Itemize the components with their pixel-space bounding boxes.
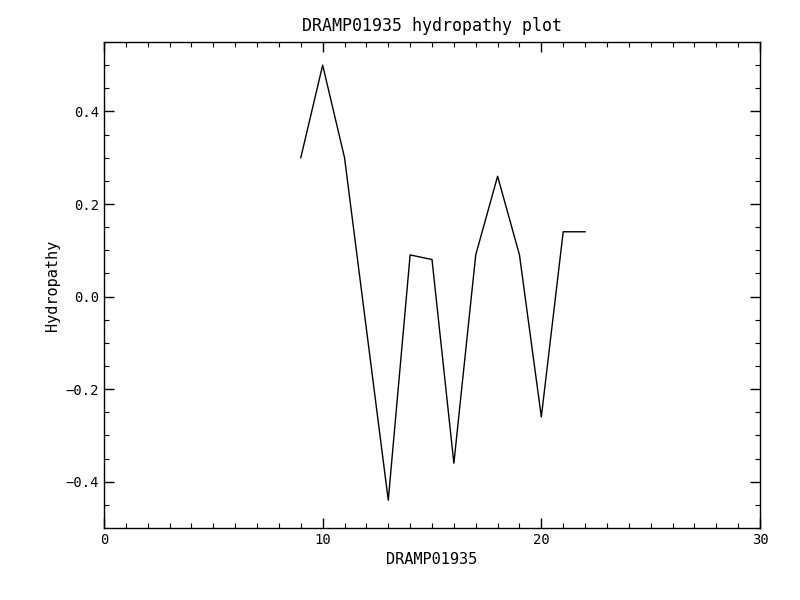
X-axis label: DRAMP01935: DRAMP01935 [386,553,478,568]
Y-axis label: Hydropathy: Hydropathy [45,239,60,331]
Title: DRAMP01935 hydropathy plot: DRAMP01935 hydropathy plot [302,17,562,35]
